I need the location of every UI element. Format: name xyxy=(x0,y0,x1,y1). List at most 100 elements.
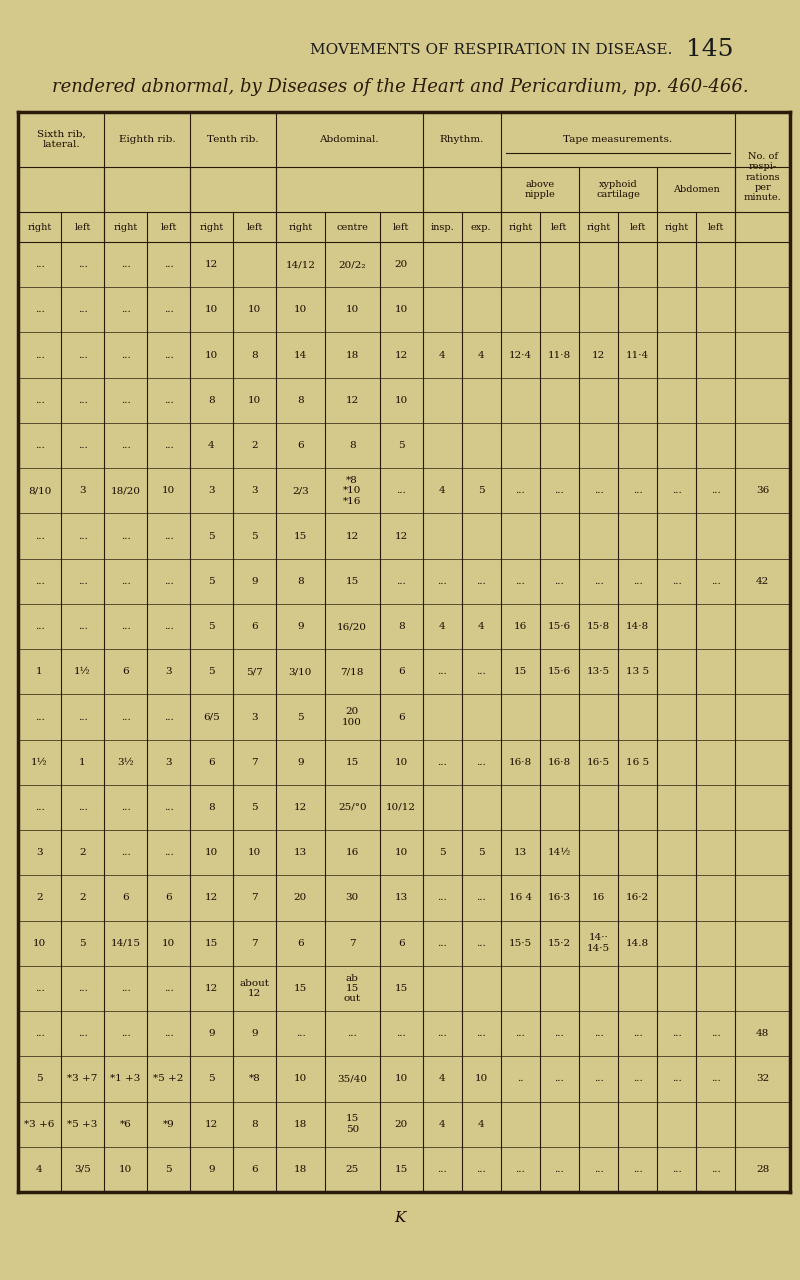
Text: ...: ... xyxy=(164,351,174,360)
Text: 15·6: 15·6 xyxy=(548,622,571,631)
Text: 4: 4 xyxy=(438,351,446,360)
Text: ...: ... xyxy=(34,260,44,269)
Text: ...: ... xyxy=(34,396,44,404)
Text: about
12: about 12 xyxy=(239,979,270,998)
Text: ...: ... xyxy=(78,531,87,540)
Text: 5: 5 xyxy=(438,849,446,858)
Text: 4: 4 xyxy=(438,1074,446,1083)
Text: 14½: 14½ xyxy=(548,849,571,858)
Text: 6: 6 xyxy=(398,713,404,722)
Text: 10: 10 xyxy=(162,938,175,947)
Text: above
nipple: above nipple xyxy=(525,179,555,200)
Text: 15: 15 xyxy=(346,758,359,767)
Text: 3/10: 3/10 xyxy=(289,667,312,676)
Text: 2: 2 xyxy=(79,893,86,902)
Text: 15
50: 15 50 xyxy=(346,1115,359,1134)
Text: ...: ... xyxy=(34,306,44,315)
Text: 10: 10 xyxy=(294,1074,307,1083)
Text: ...: ... xyxy=(476,1165,486,1174)
Text: 5: 5 xyxy=(398,442,404,451)
Text: 12: 12 xyxy=(592,351,605,360)
Text: ...: ... xyxy=(121,260,130,269)
Text: 4: 4 xyxy=(438,622,446,631)
Text: ...: ... xyxy=(515,577,525,586)
Text: ...: ... xyxy=(164,260,174,269)
Text: 18/20: 18/20 xyxy=(110,486,141,495)
Text: 8: 8 xyxy=(251,1120,258,1129)
Text: 10: 10 xyxy=(474,1074,488,1083)
Text: ...: ... xyxy=(164,803,174,812)
Text: 16: 16 xyxy=(592,893,605,902)
Text: *6: *6 xyxy=(120,1120,131,1129)
Text: 6: 6 xyxy=(398,938,404,947)
Text: MOVEMENTS OF RESPIRATION IN DISEASE.: MOVEMENTS OF RESPIRATION IN DISEASE. xyxy=(310,44,672,58)
Text: 25/°0: 25/°0 xyxy=(338,803,366,812)
Text: 4: 4 xyxy=(478,351,485,360)
Text: 4: 4 xyxy=(208,442,215,451)
Text: 10: 10 xyxy=(248,849,261,858)
Text: ...: ... xyxy=(711,577,721,586)
Text: ...: ... xyxy=(554,486,564,495)
Text: 13: 13 xyxy=(514,849,527,858)
Text: 14/15: 14/15 xyxy=(110,938,141,947)
Text: 10: 10 xyxy=(119,1165,132,1174)
Text: *3 +7: *3 +7 xyxy=(67,1074,98,1083)
Text: ...: ... xyxy=(78,442,87,451)
Text: 12: 12 xyxy=(346,531,359,540)
Text: 10: 10 xyxy=(205,351,218,360)
Text: 16·3: 16·3 xyxy=(548,893,571,902)
Text: ...: ... xyxy=(164,396,174,404)
Text: 6: 6 xyxy=(251,622,258,631)
Text: ...: ... xyxy=(594,1165,603,1174)
Text: 20/2₂: 20/2₂ xyxy=(338,260,366,269)
Text: left: left xyxy=(74,223,90,232)
Text: 7: 7 xyxy=(349,938,355,947)
Text: ...: ... xyxy=(295,1029,306,1038)
Text: right: right xyxy=(199,223,224,232)
Text: 16/20: 16/20 xyxy=(338,622,367,631)
Text: ...: ... xyxy=(78,260,87,269)
Text: left: left xyxy=(160,223,177,232)
Text: 2: 2 xyxy=(251,442,258,451)
Text: rendered abnormal, by Diseases of the Heart and Pericardium, pp. 460-466.: rendered abnormal, by Diseases of the He… xyxy=(52,78,748,96)
Text: ...: ... xyxy=(121,306,130,315)
Text: 13·5: 13·5 xyxy=(587,667,610,676)
Text: centre: centre xyxy=(336,223,368,232)
Text: Tenth rib.: Tenth rib. xyxy=(207,134,258,143)
Text: ...: ... xyxy=(633,486,642,495)
Text: 12: 12 xyxy=(205,984,218,993)
Text: 10: 10 xyxy=(394,849,408,858)
Text: 7: 7 xyxy=(251,758,258,767)
Text: 8: 8 xyxy=(208,396,215,404)
Text: 10: 10 xyxy=(248,396,261,404)
Text: 12: 12 xyxy=(205,1120,218,1129)
Text: 15·8: 15·8 xyxy=(587,622,610,631)
Text: 5: 5 xyxy=(208,1074,215,1083)
Text: 3: 3 xyxy=(208,486,215,495)
Text: 15: 15 xyxy=(394,984,408,993)
Text: ...: ... xyxy=(396,1029,406,1038)
Text: 16 4: 16 4 xyxy=(509,893,532,902)
Text: ...: ... xyxy=(34,984,44,993)
Text: ...: ... xyxy=(78,622,87,631)
Text: 10: 10 xyxy=(394,396,408,404)
Text: 6: 6 xyxy=(208,758,215,767)
Text: 14.8: 14.8 xyxy=(626,938,649,947)
Text: 10: 10 xyxy=(33,938,46,947)
Text: ...: ... xyxy=(121,442,130,451)
Text: 9: 9 xyxy=(208,1165,215,1174)
Text: ...: ... xyxy=(121,713,130,722)
Text: 5: 5 xyxy=(251,531,258,540)
Text: ...: ... xyxy=(515,1029,525,1038)
Text: K: K xyxy=(394,1211,406,1225)
Text: 15·2: 15·2 xyxy=(548,938,571,947)
Text: *9: *9 xyxy=(162,1120,174,1129)
Text: 15: 15 xyxy=(514,667,527,676)
Text: ...: ... xyxy=(34,622,44,631)
Text: 10: 10 xyxy=(205,849,218,858)
Text: ...: ... xyxy=(711,1165,721,1174)
Text: right: right xyxy=(665,223,689,232)
Text: 28: 28 xyxy=(756,1165,770,1174)
Text: ...: ... xyxy=(78,984,87,993)
Text: 10: 10 xyxy=(394,306,408,315)
